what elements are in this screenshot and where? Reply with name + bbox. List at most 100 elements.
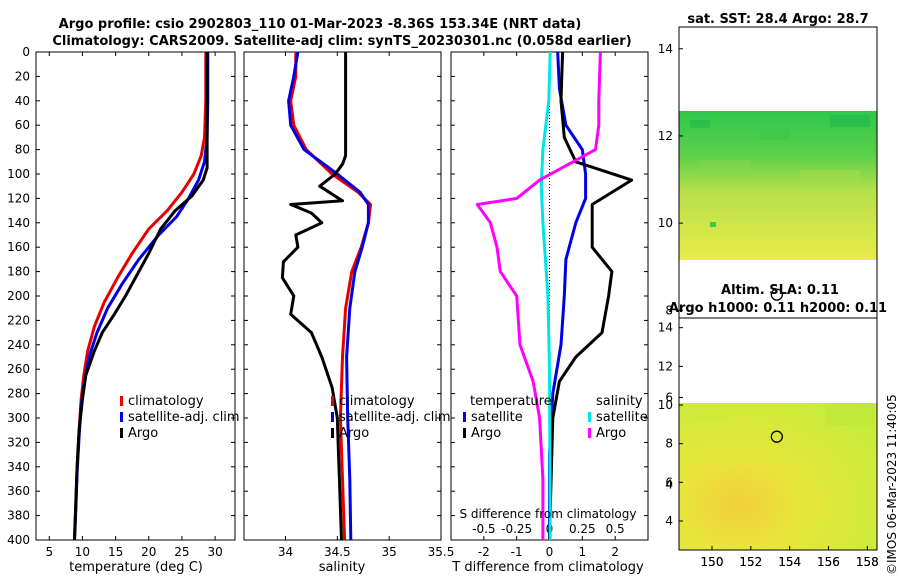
difference-lines — [475, 52, 634, 540]
map-y-tick-label: 6 — [665, 475, 673, 489]
depth-tick-label: 120 — [7, 191, 30, 205]
depth-tick-label: 220 — [7, 313, 30, 327]
temperature-xlabel: temperature (deg C) — [69, 560, 203, 575]
depth-tick-label: 180 — [7, 265, 30, 279]
series-line-s-argo — [475, 52, 602, 540]
map-x-tick-label: 156 — [817, 555, 840, 569]
map-y-tick-label: 8 — [665, 437, 673, 451]
legend-label-satellite: satellite-adj. clim — [128, 410, 240, 425]
map-y-tick-label: 12 — [658, 129, 673, 143]
s-diff-tick-label: 0.25 — [569, 522, 596, 536]
map-x-tick-label: 154 — [778, 555, 801, 569]
map-x-tick-label: 158 — [856, 555, 879, 569]
series-line-argo — [280, 52, 348, 540]
x-tick-label: 10 — [75, 545, 90, 559]
sst-map-noise — [690, 115, 870, 227]
map-x-tick-label: 154 — [778, 555, 801, 569]
legend-label-s-satellite: satellite — [596, 410, 648, 425]
temperature-lines — [73, 52, 210, 540]
depth-tick-label: 360 — [7, 484, 30, 498]
imos-timestamp: ©IMOS 06-Mar-2023 11:40:05 — [885, 394, 899, 575]
depth-tick-label: 380 — [7, 509, 30, 523]
map-y-tick-label: 14 — [658, 321, 673, 335]
depth-tick-label: 60 — [15, 118, 30, 132]
sla-map-title-2: Argo h1000: 0.11 h2000: 0.11 — [669, 301, 887, 316]
argo-location-marker — [770, 288, 783, 301]
x-tick-label: 5 — [45, 545, 53, 559]
legend-label-climatology: climatology — [128, 394, 204, 409]
x-tick-label: 34.5 — [324, 545, 351, 559]
depth-tick-label: 200 — [7, 289, 30, 303]
x-tick-label: -1 — [511, 545, 523, 559]
difference-legend: temperature satellite Argo salinity sate… — [463, 394, 648, 441]
series-line-argo — [73, 52, 209, 540]
argo-location-marker — [770, 430, 783, 443]
map-y-tick-label: 4 — [665, 514, 673, 528]
x-axes: 5 10 15 20 25 30 34 34.5 35 35.5 -2 -1 0 1 2 -0.5 -0.25 0… — [45, 52, 625, 559]
map-x-tick-label: 150 — [701, 555, 724, 569]
legend-label-climatology: climatology — [339, 394, 415, 409]
legend-swatch-satellite — [331, 412, 334, 422]
map-x-tick-label: 150 — [701, 555, 724, 569]
map-y-tick-label: 8 — [665, 303, 673, 317]
legend-swatch-climatology — [331, 396, 334, 406]
map-y-tick-label: 10 — [658, 216, 673, 230]
legend-label-argo: Argo — [128, 426, 158, 441]
sla-map-noise — [690, 403, 875, 425]
series-line-t-satellite — [548, 52, 588, 540]
legend-swatch-s-satellite — [588, 412, 591, 422]
legend-swatch-argo — [120, 428, 123, 438]
depth-tick-label: 0 — [22, 45, 30, 59]
legend-swatch-climatology — [120, 396, 123, 406]
depth-tick-label: 240 — [7, 338, 30, 352]
difference-xlabel-top: S difference from climatology — [460, 507, 637, 521]
series-line-satellite-adj-clim — [287, 52, 370, 540]
map-y-tick-label: 14 — [658, 42, 673, 56]
sla-field — [679, 403, 877, 550]
legend-header-salinity: salinity — [596, 394, 643, 409]
map-y-tick-label: 10 — [658, 398, 673, 412]
legend-label-t-argo: Argo — [471, 426, 501, 441]
legend-swatch-t-satellite — [463, 412, 466, 422]
map-x-tick-label: 152 — [739, 555, 762, 569]
x-tick-label: 0 — [546, 545, 554, 559]
temperature-legend: climatology satellite-adj. clim Argo — [120, 394, 240, 441]
series-line-climatology — [289, 52, 372, 540]
sst-map-title: sat. SST: 28.4 Argo: 28.7 — [687, 12, 868, 27]
legend-label-s-argo: Argo — [596, 426, 626, 441]
depth-tick-label: 40 — [15, 94, 30, 108]
legend-header-temperature: temperature — [470, 394, 552, 409]
legend-swatch-s-argo — [588, 428, 591, 438]
depth-tick-label: 320 — [7, 435, 30, 449]
map-y-tick-label: 12 — [658, 359, 673, 373]
series-line-climatology — [73, 52, 208, 540]
depth-tick-label: 100 — [7, 167, 30, 181]
x-tick-label: 15 — [108, 545, 123, 559]
depth-tick-label: 160 — [7, 240, 30, 254]
x-tick-label: -2 — [478, 545, 490, 559]
map-y-tick-label: 4 — [665, 478, 673, 492]
depth-tick-label: 140 — [7, 216, 30, 230]
s-diff-tick-label: 0.5 — [606, 522, 625, 536]
x-tick-label: 35.5 — [428, 545, 455, 559]
series-line-t-argo — [548, 52, 634, 540]
sla-map-title: Altim. SLA: 0.11 — [721, 283, 839, 298]
title-line-1: Argo profile: csio 2902803_110 01-Mar-20… — [59, 17, 582, 32]
x-tick-label: 34 — [278, 545, 293, 559]
x-tick-label: 20 — [141, 545, 156, 559]
map-y-tick-label: 6 — [665, 390, 673, 404]
x-tick-label: 35 — [382, 545, 397, 559]
salinity-legend: climatology satellite-adj. clim Argo — [331, 394, 451, 441]
x-tick-label: 2 — [611, 545, 619, 559]
s-diff-tick-label: -0.25 — [501, 522, 532, 536]
depth-tick-label: 340 — [7, 460, 30, 474]
title-line-2: Climatology: CARS2009. Satellite-adj cli… — [52, 34, 631, 49]
map-x-tick-label: 158 — [856, 555, 879, 569]
salinity-lines — [280, 52, 372, 540]
x-tick-label: 30 — [207, 545, 222, 559]
map-x-tick-label: 156 — [817, 555, 840, 569]
s-diff-tick-label: -0.5 — [472, 522, 495, 536]
